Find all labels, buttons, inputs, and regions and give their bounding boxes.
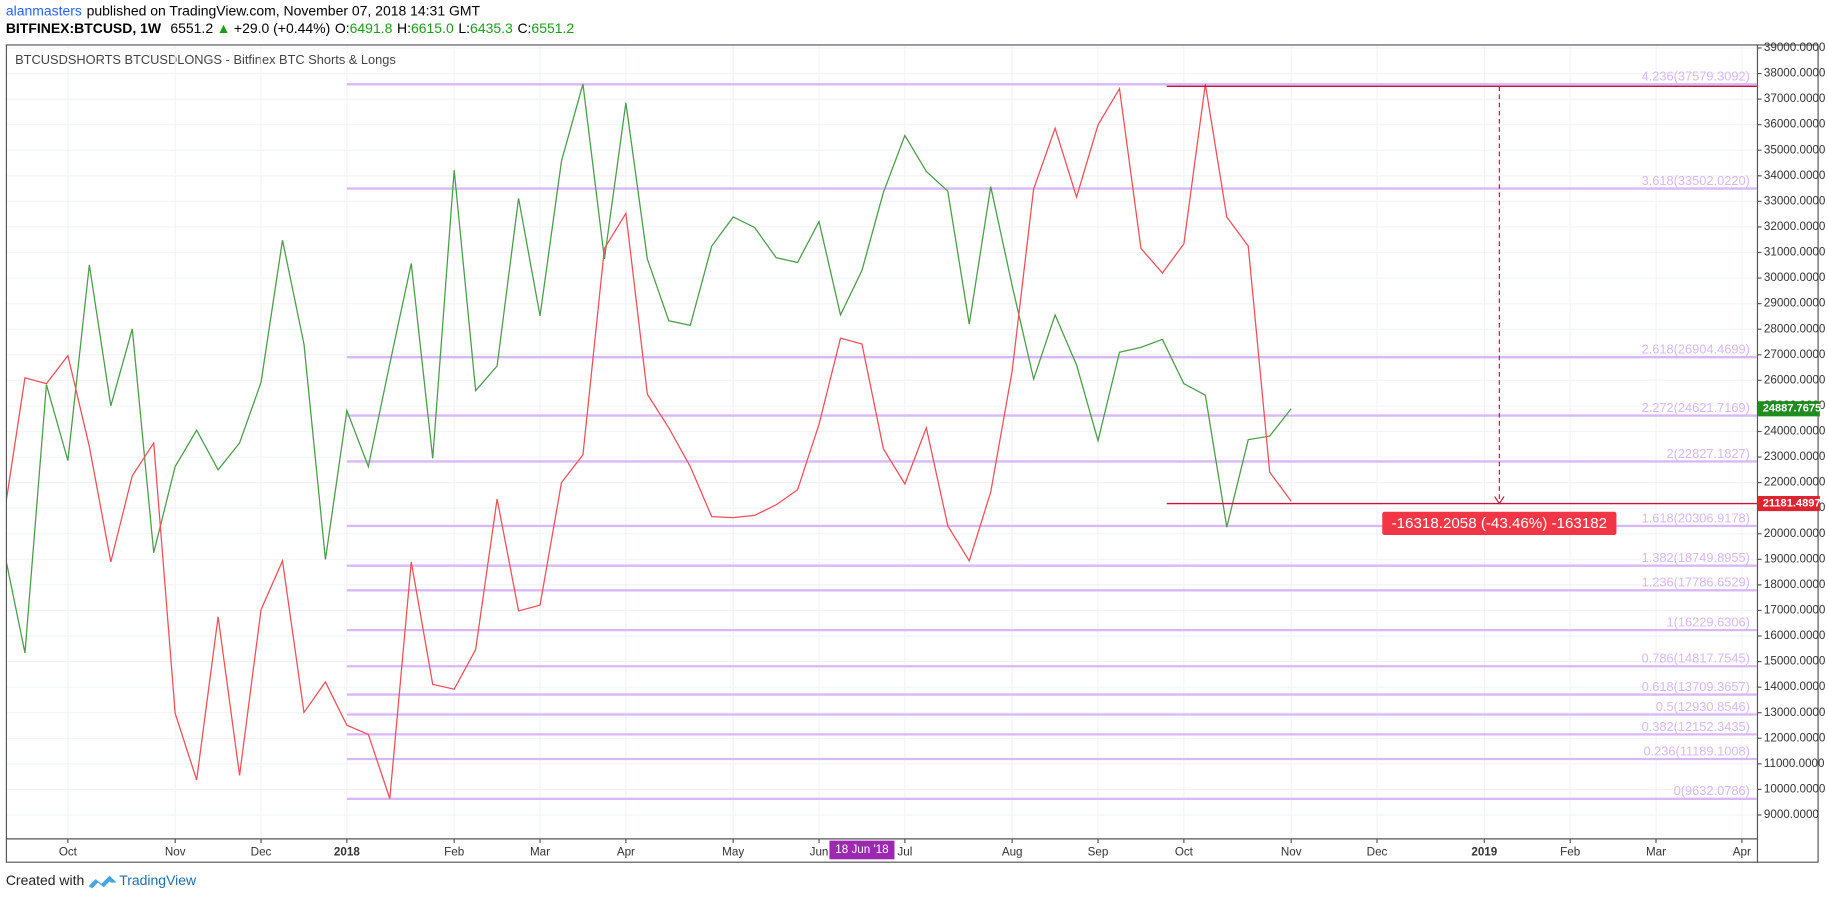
y-tick-label: 18000.0000: [1764, 578, 1826, 591]
high-label: H:: [397, 20, 411, 36]
y-tick-label: 14000.0000: [1764, 680, 1826, 693]
y-tick-label: 26000.0000: [1764, 373, 1826, 386]
close: 6551.2: [531, 20, 574, 36]
measure-badge: [1382, 511, 1617, 536]
x-tick-label: Apr: [617, 845, 635, 858]
y-tick-label: 11000.0000: [1764, 757, 1825, 770]
x-tick-label: Mar: [530, 845, 550, 858]
fib-level-label: 2(22827.1827): [1667, 446, 1750, 461]
last-value-label: 24887.7675: [1763, 403, 1821, 415]
last-value-label-badge: [1758, 401, 1820, 417]
y-tick-label: 10000.0000: [1764, 782, 1826, 795]
close-label: C:: [517, 20, 531, 36]
low: 6435.3: [470, 20, 513, 36]
y-tick-label: 33000.0000: [1764, 194, 1826, 207]
x-tick-label: Jun: [810, 845, 829, 858]
x-tick-label: Nov: [1281, 845, 1302, 858]
x-tick-label: Aug: [1002, 845, 1023, 858]
fib-level-label: 1(16229.6306): [1667, 615, 1750, 630]
y-tick-label: 9000.0000: [1764, 808, 1820, 821]
y-tick-label: 16000.0000: [1764, 629, 1826, 642]
fib-level-label: 3.618(33502.0220): [1642, 173, 1750, 188]
x-tick-label: 2019: [1471, 845, 1497, 858]
change-arrow: ▲: [217, 20, 231, 36]
x-tick-label: 2018: [334, 845, 360, 858]
fib-level-label: 4.236(37579.3092): [1642, 69, 1750, 84]
y-tick-label: 28000.0000: [1764, 322, 1826, 335]
y-tick-label: 30000.0000: [1764, 271, 1826, 284]
x-tick-label: Feb: [1560, 845, 1580, 858]
y-tick-label: 23000.0000: [1764, 450, 1826, 463]
y-tick-label: 20000.0000: [1764, 527, 1826, 540]
low-label: L:: [458, 20, 470, 36]
x-tick-label: Oct: [59, 845, 78, 858]
y-tick-label: 17000.0000: [1764, 604, 1826, 617]
crosshair-time-label: 18 Jun '18: [835, 843, 888, 856]
fib-level-label: 2.272(24621.7169): [1642, 400, 1750, 415]
footer-brand: TradingView: [119, 872, 197, 888]
measure-price-label-badge: [1758, 495, 1820, 512]
x-tick-label: Dec: [1367, 845, 1388, 858]
x-tick-label: Apr: [1733, 845, 1751, 858]
x-tick-label: Sep: [1088, 845, 1109, 858]
x-tick-label: Jul: [897, 845, 912, 858]
fib-level-label: 0.382(12152.3435): [1642, 719, 1750, 734]
y-tick-label: 31000.0000: [1764, 246, 1826, 259]
fib-level-label: 0.618(13709.3657): [1642, 679, 1750, 694]
y-tick-label: 34000.0000: [1764, 169, 1826, 182]
pane-border: [5, 44, 1819, 863]
symbol: BITFINEX:BTCUSD, 1W: [6, 20, 162, 36]
y-tick-label: 27000.0000: [1764, 348, 1826, 361]
change: +29.0 (+0.44%): [234, 20, 330, 36]
plot: [6, 83, 1292, 799]
y-tick-label: 32000.0000: [1764, 220, 1826, 233]
fib-level-label: 1.618(20306.9178): [1642, 510, 1750, 525]
y-tick-label: 39000.0000: [1764, 41, 1826, 54]
footer-created: Created with: [6, 872, 84, 888]
measure-arrow-head: [1494, 496, 1505, 505]
y-tick-label: 15000.0000: [1764, 655, 1826, 668]
y-tick-label: 13000.0000: [1764, 706, 1826, 719]
y-tick-label: 12000.0000: [1764, 731, 1826, 744]
fib-level-label: 0.236(11189.1008): [1643, 743, 1749, 758]
measure-label: -16318.2058 (-43.46%) -163182: [1392, 515, 1608, 532]
series-line: [6, 83, 1292, 799]
tradingview-logo: [88, 875, 117, 889]
fib-level-label: 1.236(17786.6529): [1642, 575, 1750, 590]
fib-level-label: 2.618(26904.4699): [1642, 342, 1750, 357]
x-tick-label: Feb: [444, 845, 464, 858]
high: 6615.0: [411, 20, 454, 36]
y-tick-label: 35000.0000: [1764, 143, 1826, 156]
last-price: 6551.2: [170, 20, 213, 36]
x-tick-label: Oct: [1175, 845, 1194, 858]
y-tick-label: 38000.0000: [1764, 67, 1826, 80]
measure-price-label: 21181.4897: [1763, 497, 1821, 509]
x-tick-label: Nov: [165, 845, 186, 858]
fib-level-label: 0.5(12930.8546): [1656, 699, 1750, 714]
series-line: [6, 83, 1292, 654]
fib-level-label: 0.786(14817.7545): [1642, 651, 1750, 666]
logo-icon: [88, 875, 117, 889]
y-tick-label: 24000.0000: [1764, 425, 1826, 438]
indicator-legend: BTCUSDSHORTS BTCUSDLONGS - Bitfinex BTC …: [15, 52, 396, 67]
y-tick-label: 36000.0000: [1764, 118, 1826, 131]
x-tick-label: May: [722, 845, 744, 858]
x-tick-label: Dec: [251, 845, 272, 858]
author: alanmasters: [6, 2, 82, 18]
x-tick-label: Mar: [1646, 845, 1666, 858]
y-tick-label: 22000.0000: [1764, 476, 1826, 489]
y-tick-label: 29000.0000: [1764, 297, 1826, 310]
y-tick-label: 37000.0000: [1764, 92, 1826, 105]
y-tick-label: 19000.0000: [1764, 552, 1826, 565]
fib-level-label: 0(9632.0786): [1674, 783, 1750, 798]
published-note: published on TradingView.com, November 0…: [87, 2, 481, 18]
open: 6491.8: [350, 20, 393, 36]
open-label: O:: [335, 20, 350, 36]
fib-level-label: 1.382(18749.8955): [1642, 550, 1750, 565]
crosshair-time-badge: [829, 840, 895, 860]
